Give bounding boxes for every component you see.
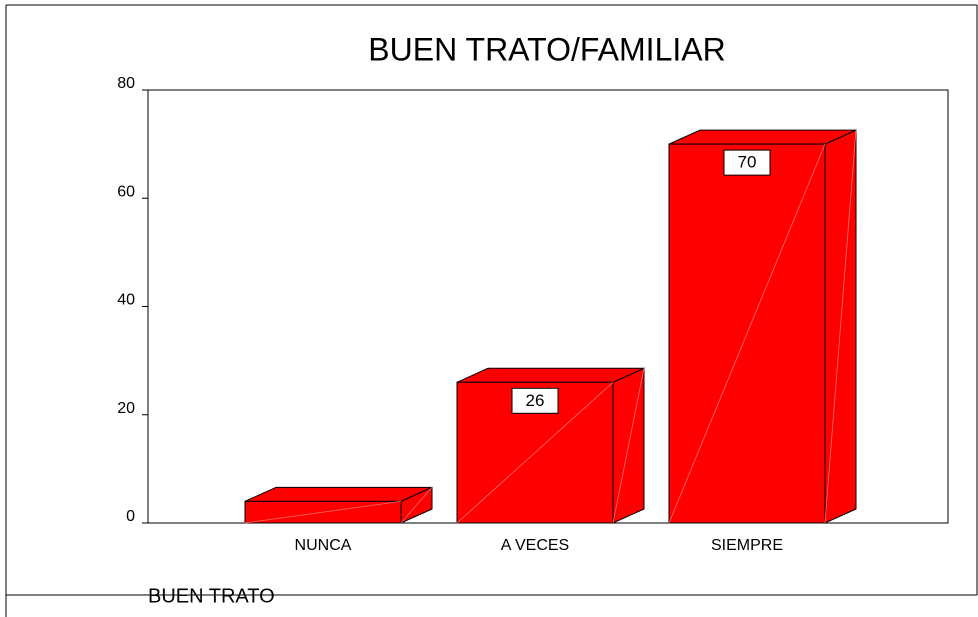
bar-shine bbox=[824, 130, 857, 524]
value-label: 70 bbox=[738, 153, 757, 172]
bar-shine bbox=[244, 500, 402, 524]
bar-top bbox=[668, 129, 857, 145]
bar-shine bbox=[400, 487, 433, 524]
bar-top bbox=[244, 486, 433, 502]
bar-shine bbox=[668, 143, 826, 524]
value-label: 26 bbox=[526, 391, 545, 410]
value-label-box bbox=[511, 387, 559, 414]
y-tick-label: 20 bbox=[117, 400, 135, 417]
bar-shine bbox=[456, 381, 614, 524]
y-tick-label: 40 bbox=[117, 292, 135, 309]
x-tick-label: A VECES bbox=[501, 537, 569, 554]
y-tick-label: 0 bbox=[126, 508, 135, 525]
chart-title: BUEN TRATO/FAMILIAR bbox=[368, 31, 725, 67]
x-tick-label: SIEMPRE bbox=[711, 537, 783, 554]
value-label-box bbox=[723, 149, 771, 176]
bar-shine bbox=[612, 368, 645, 524]
x-axis-title: BUEN TRATO bbox=[148, 585, 275, 607]
y-tick-label: 60 bbox=[117, 183, 135, 200]
x-tick-label: NUNCA bbox=[295, 537, 352, 554]
bar-top bbox=[456, 367, 645, 383]
y-tick-label: 80 bbox=[117, 75, 135, 92]
